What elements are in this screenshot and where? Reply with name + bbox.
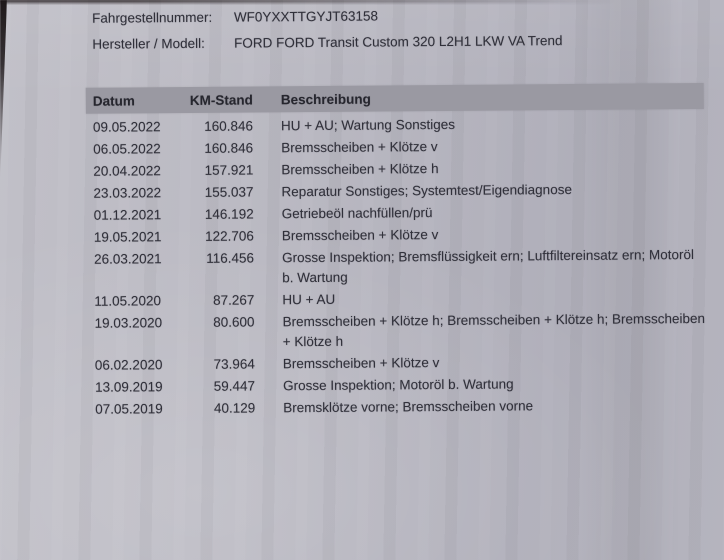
cell-description: Getriebeöl nachfüllen/prü (281, 205, 433, 222)
field-manufacturer-model: Hersteller / Modell: FORD FORD Transit C… (92, 27, 724, 58)
column-header-beschreibung: Beschreibung (280, 91, 371, 107)
cell-date: 06.02.2020 (94, 357, 163, 373)
cell-km: 80.600 (213, 314, 255, 330)
cell-date: 06.05.2022 (93, 141, 161, 157)
cell-km: 146.192 (204, 206, 254, 222)
service-history-table: Datum KM-Stand Beschreibung 09.05.2022 1… (85, 82, 707, 420)
table-row: 07.05.2019 40.129 Bremsklötze vorne; Bre… (88, 395, 706, 420)
cell-date: 23.03.2022 (93, 185, 162, 201)
cell-date: 07.05.2019 (95, 401, 163, 417)
table-row: 19.03.2020 80.600 Bremsscheiben + Klötze… (87, 309, 705, 354)
field-value: FORD FORD Transit Custom 320 L2H1 LKW VA… (234, 33, 563, 51)
cell-date: 09.05.2022 (92, 119, 161, 135)
document-content: Fahrgestellnummer: WF0YXXTTGYJT63158 Her… (85, 1, 724, 420)
photo-edge-shadow-top (0, 0, 724, 5)
field-label: Hersteller / Modell: (92, 35, 205, 52)
cell-date: 19.03.2020 (94, 315, 163, 331)
cell-date: 11.05.2020 (94, 293, 162, 309)
column-header-km-stand: KM-Stand (189, 91, 253, 108)
cell-description: Bremsscheiben + Klötze h (281, 161, 439, 178)
field-label: Fahrgestellnummer: (92, 9, 213, 26)
table-row: 11.05.2020 87.267 HU + AU (87, 287, 705, 312)
cell-km: 160.846 (204, 118, 254, 134)
cell-date: 26.03.2021 (93, 251, 162, 267)
cell-description: Bremsscheiben + Klötze v (281, 227, 439, 244)
cell-km: 116.456 (206, 250, 255, 266)
table-row: 26.03.2021 116.456 Grosse Inspektion; Br… (87, 245, 705, 290)
table-row: 13.09.2019 59.447 Grosse Inspektion; Mot… (88, 373, 706, 398)
table-row: 06.02.2020 73.964 Bremsscheiben + Klötze… (88, 351, 706, 376)
cell-km: 59.447 (213, 378, 256, 394)
field-value: WF0YXXTTGYJT63158 (233, 8, 379, 25)
cell-date: 20.04.2022 (93, 163, 161, 179)
table-row: 23.03.2022 155.037 Reparatur Sonstiges; … (86, 179, 704, 204)
table-body: 09.05.2022 160.846 HU + AU; Wartung Sons… (86, 109, 706, 420)
cell-km: 40.129 (213, 400, 256, 416)
vehicle-info-fields: Fahrgestellnummer: WF0YXXTTGYJT63158 Her… (92, 1, 724, 58)
cell-description: HU + AU (282, 291, 336, 308)
cell-description: Reparatur Sonstiges; Systemtest/Eigendia… (281, 181, 572, 200)
cell-description: Bremsscheiben + Klötze h; Bremsscheiben … (282, 310, 706, 350)
cell-description: Bremsklötze vorne; Bremsscheiben vorne (283, 398, 534, 416)
cell-description: HU + AU; Wartung Sonstiges (280, 116, 456, 134)
cell-km: 87.267 (213, 292, 255, 308)
table-row: 20.04.2022 157.921 Bremsscheiben + Klötz… (86, 157, 704, 182)
table-row: 19.05.2021 122.706 Bremsscheiben + Klötz… (87, 223, 705, 248)
cell-km: 155.037 (204, 184, 254, 200)
cell-km: 157.921 (204, 162, 254, 178)
cell-date: 19.05.2021 (93, 229, 162, 245)
cell-km: 73.964 (213, 356, 255, 372)
photo-edge-shadow-left (0, 0, 7, 185)
column-header-datum: Datum (92, 92, 135, 109)
cell-date: 13.09.2019 (94, 379, 163, 395)
cell-description: Grosse Inspektion; Motoröl b. Wartung (282, 376, 514, 394)
cell-km: 160.846 (204, 140, 254, 156)
cell-description: Bremsscheiben + Klötze v (281, 139, 438, 156)
cell-km: 122.706 (204, 228, 254, 244)
table-row: 01.12.2021 146.192 Getriebeöl nachfüllen… (87, 201, 705, 226)
cell-description: Grosse Inspektion; Bremsflüssigkeit ern;… (281, 247, 694, 286)
cell-description: Bremsscheiben + Klötze v (282, 355, 440, 372)
cell-date: 01.12.2021 (93, 207, 162, 223)
table-row: 09.05.2022 160.846 HU + AU; Wartung Sons… (86, 113, 704, 138)
table-row: 06.05.2022 160.846 Bremsscheiben + Klötz… (86, 135, 704, 160)
